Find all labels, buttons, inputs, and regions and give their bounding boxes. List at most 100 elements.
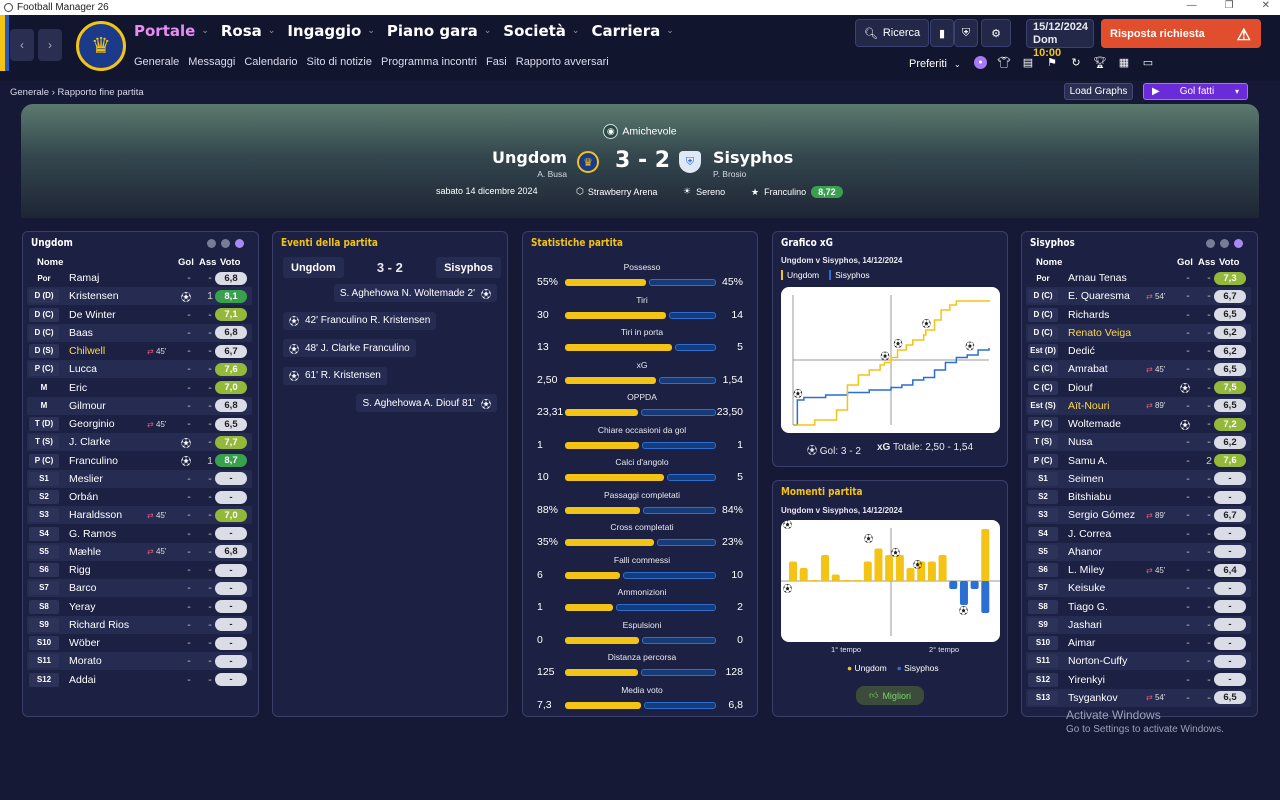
notes-icon[interactable]: ▤ [1022, 57, 1034, 69]
event-item[interactable]: ⚽︎ 48' J. Clarke Franculino [283, 339, 416, 357]
player-name[interactable]: Keisuke [1068, 582, 1106, 595]
bookmark-button[interactable]: ▮ [930, 19, 954, 47]
player-name[interactable]: Seimen [1068, 472, 1104, 485]
view-dots[interactable] [207, 239, 244, 248]
club-button[interactable]: ⛨ [954, 19, 978, 47]
col-header-assists[interactable]: Ass [1198, 257, 1216, 268]
player-name[interactable]: Rigg [69, 564, 91, 576]
stadium[interactable]: ⬡ Strawberry Arena [576, 186, 658, 197]
card-icon[interactable]: ▭ [1142, 57, 1154, 69]
player-name[interactable]: Ramaj [69, 272, 100, 284]
player-name[interactable]: L. Miley [1068, 564, 1105, 576]
away-team-name[interactable]: Sisyphos [713, 148, 794, 167]
nav-portale[interactable]: Portale ⌄ [134, 22, 209, 40]
player-name[interactable]: Addai [69, 673, 96, 686]
nav-rosa[interactable]: Rosa ⌄ [220, 22, 276, 40]
player-row[interactable]: D (C) E. Quaresma ⇄ 54' - -6,7 [1026, 287, 1251, 306]
player-row[interactable]: D (C) De Winter - -7,1 [27, 306, 252, 324]
shirt-icon[interactable]: 👕︎ [997, 57, 1011, 69]
forward-button[interactable]: › [38, 29, 62, 61]
player-name[interactable]: Gilmour [69, 399, 106, 412]
player-row[interactable]: T (D) Georginio ⇄ 45' - -6,5 [27, 415, 252, 433]
player-row[interactable]: S12 Yirenkyi - - - [1026, 671, 1251, 689]
player-row[interactable]: S5 Mæhle ⇄ 45' - -6,8 [27, 542, 252, 561]
player-row[interactable]: Por Arnau Tenas - -7,3 [1026, 269, 1251, 287]
player-row[interactable]: S4 G. Ramos - - - [27, 525, 252, 543]
nav-carriera[interactable]: Carriera ⌄ [591, 22, 674, 40]
player-name[interactable]: Tsygankov [1068, 691, 1118, 704]
player-name[interactable]: Ahanor [1068, 545, 1102, 558]
player-name[interactable]: Arnau Tenas [1068, 272, 1127, 284]
player-row[interactable]: S10 Aimar - - - [1026, 634, 1251, 652]
player-row[interactable]: P (C) Franculino ⚽︎ 1 8,7 [27, 452, 252, 470]
back-button[interactable]: ‹ [10, 29, 34, 61]
player-row[interactable]: T (S) J. Clarke ⚽︎ -7,7 [27, 433, 252, 452]
close-icon[interactable]: ✕ [1261, 0, 1270, 11]
player-row[interactable]: D (S) Chilwell ⇄ 45' - -6,7 [27, 342, 252, 360]
view-dots[interactable] [1206, 239, 1243, 248]
event-item[interactable]: ⚽︎ 61' R. Kristensen [283, 366, 387, 385]
subnav-item[interactable]: Rapporto avversari [515, 56, 609, 68]
player-name[interactable]: Meslier [69, 472, 103, 485]
player-name[interactable]: Lucca [69, 363, 98, 376]
player-row[interactable]: Por Ramaj - -6,8 [27, 269, 252, 287]
nav-ingaggio[interactable]: Ingaggio ⌄ [287, 22, 375, 40]
player-row[interactable]: S2 Bitshiabu - - - [1026, 488, 1251, 506]
player-name[interactable]: Richards [1068, 308, 1110, 321]
player-name[interactable]: Aimar [1068, 637, 1096, 649]
player-row[interactable]: C (C) Diouf ⚽︎ -7,5 [1026, 379, 1251, 397]
player-name[interactable]: Jashari [1068, 618, 1102, 631]
player-name[interactable]: Nusa [1068, 436, 1093, 449]
player-row[interactable]: P (C) Lucca - -7,6 [27, 360, 252, 379]
calendar-icon[interactable]: ▦ [1118, 57, 1130, 69]
player-row[interactable]: S4 J. Correa - - - [1026, 525, 1251, 543]
player-name[interactable]: Baas [69, 326, 93, 339]
player-name[interactable]: Diouf [1068, 381, 1093, 394]
player-row[interactable]: T (S) Nusa - -6,2 [1026, 433, 1251, 452]
subnav-item[interactable]: Programma incontri [380, 56, 477, 68]
best-moments-button[interactable]: 👍︎ Migliori [856, 686, 924, 705]
player-row[interactable]: S7 Keisuke - - - [1026, 579, 1251, 598]
nav-piano-gara[interactable]: Piano gara ⌄ [386, 22, 492, 40]
col-header-assists[interactable]: Ass [199, 257, 217, 268]
player-name[interactable]: Wöber [69, 637, 100, 649]
player-name[interactable]: Tiago G. [1068, 600, 1108, 613]
col-header-goals[interactable]: Gol [1177, 257, 1193, 268]
subnav-item[interactable]: Calendario [244, 56, 298, 68]
subnav-item[interactable]: Fasi [485, 56, 507, 68]
player-name[interactable]: Renato Veiga [1068, 326, 1132, 339]
player-row[interactable]: D (C) Richards - -6,5 [1026, 306, 1251, 324]
col-header-rating[interactable]: Voto [1219, 257, 1240, 268]
inbox-badge-icon[interactable]: ● [974, 56, 987, 69]
player-name[interactable]: Chilwell [69, 345, 106, 357]
player-name[interactable]: Haraldsson [69, 509, 123, 522]
player-row[interactable]: Est (S) Aït-Nouri ⇄ 89' - -6,5 [1026, 396, 1251, 415]
trophy-icon[interactable]: 🏆︎ [1093, 57, 1107, 69]
player-name[interactable]: Richard Rios [69, 618, 130, 631]
event-item[interactable]: S. Aghehowa A. Diouf 81' ⚽︎ [356, 394, 497, 412]
player-row[interactable]: D (C) Renato Veiga - -6,2 [1026, 323, 1251, 342]
col-header-goals[interactable]: Gol [178, 257, 194, 268]
player-name[interactable]: Orbán [69, 491, 99, 503]
player-name[interactable]: Barco [69, 582, 97, 595]
view-select[interactable]: ▶ Gol fatti ▾ [1143, 83, 1248, 100]
player-row[interactable]: M Eric - -7,0 [27, 379, 252, 397]
player-row[interactable]: S10 Wöber - - - [27, 634, 252, 652]
club-badge[interactable]: ♛ [76, 21, 126, 71]
search-button[interactable]: 🔍︎ Ricerca [855, 19, 929, 47]
subnav-item[interactable]: Sito di notizie [306, 56, 372, 68]
player-row[interactable]: P (C) Woltemade ⚽︎ -7,2 [1026, 415, 1251, 433]
player-row[interactable]: S1 Meslier - - - [27, 469, 252, 488]
player-row[interactable]: S12 Addai - - - [27, 671, 252, 689]
event-item[interactable]: ⚽︎ 42' Franculino R. Kristensen [283, 311, 437, 330]
player-name[interactable]: J. Correa [1068, 527, 1112, 540]
player-name[interactable]: Dedić [1068, 345, 1095, 357]
away-manager[interactable]: P. Brosio [713, 169, 747, 179]
player-name[interactable]: Woltemade [1068, 418, 1121, 430]
load-graphs-button[interactable]: Load Graphs [1064, 83, 1133, 100]
player-row[interactable]: S5 Ahanor - - - [1026, 542, 1251, 561]
col-header-name[interactable]: Nome [37, 257, 64, 268]
player-name[interactable]: Franculino [69, 454, 119, 467]
col-header-rating[interactable]: Voto [220, 257, 241, 268]
player-row[interactable]: S9 Richard Rios - - - [27, 615, 252, 634]
